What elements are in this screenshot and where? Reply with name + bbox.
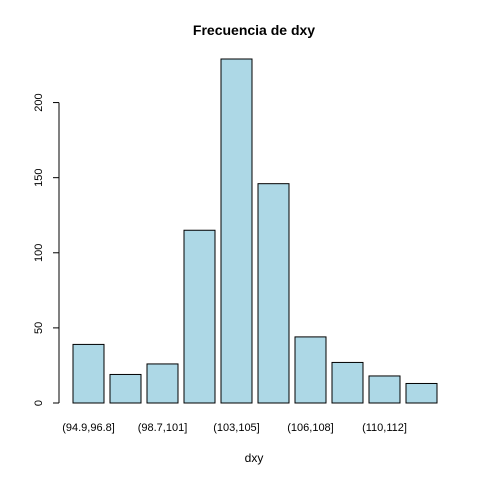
x-tick-label: (94.9,96.8] xyxy=(62,422,115,434)
bar xyxy=(295,337,326,403)
x-tick-label: (106,108] xyxy=(287,422,333,434)
y-tick-label: 200 xyxy=(33,93,45,111)
x-tick-label: (98.7,101] xyxy=(138,422,188,434)
x-tick-label: (103,105] xyxy=(213,422,259,434)
bar xyxy=(406,383,437,403)
x-tick-labels: (94.9,96.8] (98.7,101] (103,105] (106,108] (… xyxy=(62,422,407,434)
bar xyxy=(258,184,289,403)
bar xyxy=(73,344,104,403)
chart-title: Frecuencia de dxy xyxy=(193,22,315,38)
bar xyxy=(147,364,178,403)
bar xyxy=(221,59,252,403)
bars-group xyxy=(73,59,437,403)
x-axis-label: dxy xyxy=(245,451,264,465)
y-tick-label: 150 xyxy=(33,168,45,186)
bar xyxy=(184,230,215,403)
bar xyxy=(369,376,400,403)
bar xyxy=(110,374,141,403)
x-tick-label: (110,112] xyxy=(362,422,407,434)
bar xyxy=(332,362,363,403)
y-tick-label: 50 xyxy=(33,322,45,334)
y-axis: 0 50 100 150 200 xyxy=(33,93,59,406)
y-tick-label: 0 xyxy=(33,400,45,406)
y-tick-label: 100 xyxy=(33,244,45,262)
